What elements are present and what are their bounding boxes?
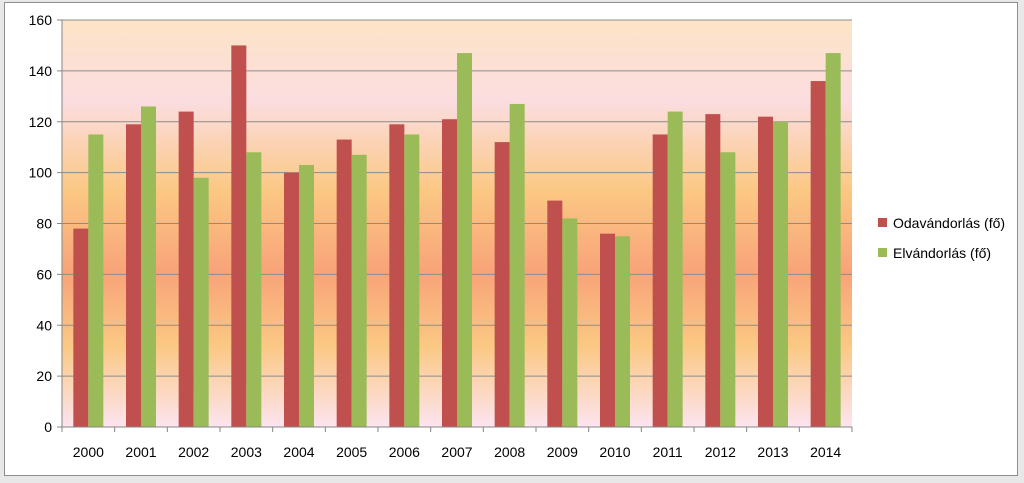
legend-swatch — [878, 248, 887, 257]
bar-odavandorlas-2001 — [126, 124, 141, 427]
x-tick-label: 2012 — [705, 444, 736, 460]
bar-elvandorlas-2005 — [351, 154, 367, 427]
bar-elvandorlas-2004 — [299, 164, 314, 427]
legend-label: Elvándorlás (fő) — [893, 245, 991, 261]
bar-odavandorlas-2006 — [389, 124, 405, 427]
bar-elvandorlas-2013 — [773, 121, 788, 427]
x-tick-label: 2003 — [231, 444, 262, 460]
x-tick-label: 2014 — [810, 444, 841, 460]
y-tick-label: 100 — [29, 165, 53, 181]
bar-odavandorlas-2013 — [758, 116, 773, 427]
bar-odavandorlas-2011 — [652, 134, 668, 427]
bar-elvandorlas-2000 — [88, 134, 104, 427]
bar-odavandorlas-2008 — [494, 142, 510, 427]
bar-odavandorlas-2009 — [547, 200, 563, 427]
bar-chart: 0 20 40 60 80 100 120 140 160 2000 2001 2002 2003 200… — [29, 12, 1005, 460]
bar-odavandorlas-2005 — [336, 139, 352, 427]
x-tick-label: 2011 — [653, 444, 683, 460]
y-tick-label: 40 — [36, 317, 52, 333]
bar-elvandorlas-2007 — [457, 53, 472, 427]
x-tick-label: 2010 — [599, 444, 630, 460]
bar-odavandorlas-2014 — [810, 81, 826, 428]
x-tick-label: 2013 — [757, 444, 788, 460]
bar-elvandorlas-2011 — [667, 111, 683, 427]
x-tick-label: 2004 — [283, 444, 314, 460]
x-tick-label: 2001 — [125, 444, 156, 460]
legend: Odavándorlás (fő) Elvándorlás (fő) — [878, 215, 1005, 261]
bar-odavandorlas-2002 — [178, 111, 194, 427]
axes: 0 20 40 60 80 100 120 140 160 2000 2001 2002 2003 200… — [29, 12, 853, 460]
bar-elvandorlas-2003 — [246, 152, 262, 427]
bar-elvandorlas-2010 — [615, 236, 630, 427]
x-tick-label: 2000 — [73, 444, 104, 460]
legend-swatch — [878, 218, 887, 227]
bar-elvandorlas-2009 — [562, 218, 578, 427]
x-tick-label: 2006 — [389, 444, 420, 460]
y-tick-label: 0 — [44, 419, 52, 435]
y-tick-label: 160 — [29, 12, 53, 28]
bar-odavandorlas-2012 — [705, 114, 721, 428]
bar-elvandorlas-2006 — [404, 134, 420, 427]
chart-frame: 0 20 40 60 80 100 120 140 160 2000 2001 2002 2003 200… — [4, 2, 1018, 476]
legend-label: Odavándorlás (fő) — [893, 215, 1005, 231]
x-tick-label: 2002 — [178, 444, 209, 460]
y-tick-label: 20 — [36, 368, 52, 384]
bar-elvandorlas-2014 — [825, 53, 841, 427]
y-tick-label: 120 — [29, 114, 53, 130]
y-tick-label: 80 — [36, 216, 52, 232]
x-tick-label: 2008 — [494, 444, 525, 460]
y-tick-label: 140 — [29, 63, 53, 79]
bar-odavandorlas-2000 — [73, 228, 89, 427]
bar-odavandorlas-2010 — [600, 233, 615, 427]
bars — [73, 45, 841, 428]
y-tick-label: 60 — [36, 266, 52, 282]
x-tick-label: 2009 — [547, 444, 578, 460]
bar-elvandorlas-2001 — [141, 106, 156, 428]
bar-elvandorlas-2012 — [720, 152, 736, 427]
x-tick-label: 2005 — [336, 444, 367, 460]
bar-odavandorlas-2007 — [442, 119, 457, 428]
bar-elvandorlas-2008 — [509, 103, 525, 427]
bar-odavandorlas-2003 — [231, 45, 247, 427]
x-tick-label: 2007 — [441, 444, 472, 460]
bar-odavandorlas-2004 — [284, 172, 299, 427]
bar-elvandorlas-2002 — [193, 177, 209, 427]
